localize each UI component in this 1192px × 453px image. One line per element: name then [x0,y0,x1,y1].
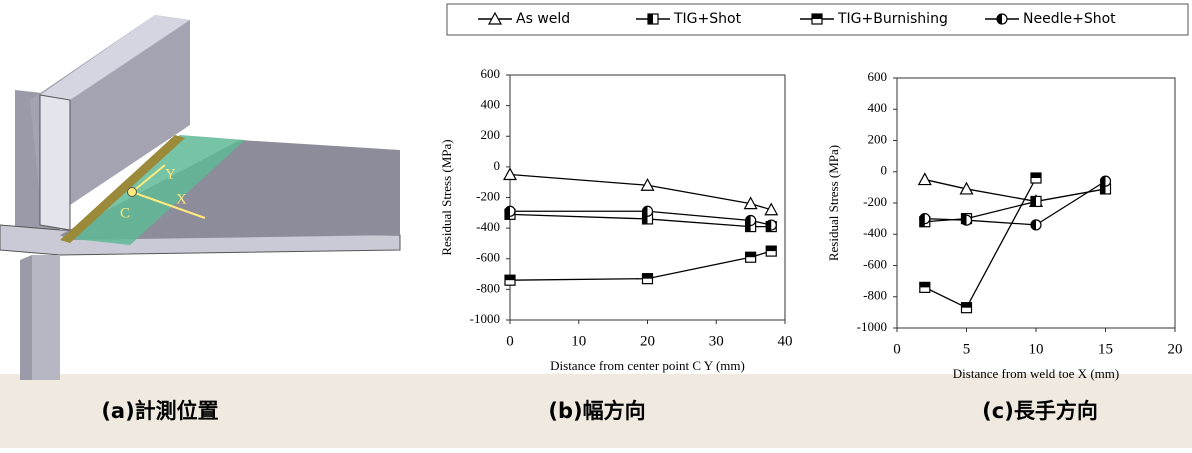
axis-y-label: Y [165,166,176,182]
y-tick-label: -200 [863,194,887,209]
marker [505,206,515,216]
x-tick-label: 0 [506,333,514,349]
y-tick-label: -800 [863,288,887,303]
y-axis-title: Residual Stress (MPa) [826,145,841,261]
y-tick-label: 200 [481,127,501,142]
y-tick-label: 400 [481,97,501,112]
y-tick-label: -400 [863,225,887,240]
marker [643,206,653,216]
marker [1101,176,1111,186]
x-tick-label: 30 [709,333,724,349]
marker-fill [648,14,653,24]
marker [643,274,653,284]
marker [920,214,930,224]
marker [962,303,972,313]
y-tick-label: -800 [476,280,500,295]
y-tick-label: 0 [494,158,501,173]
marker [765,204,777,215]
marker-fill [746,252,756,257]
marker [962,215,972,225]
x-tick-label: 10 [1029,341,1044,357]
marker [997,14,1007,24]
x-tick-label: 10 [571,333,586,349]
x-tick-label: 15 [1098,341,1113,357]
y-tick-label: 400 [868,100,888,115]
caption: (a)計測位置 [101,399,218,423]
y-tick-label: -600 [863,256,887,271]
marker [746,252,756,262]
caption: (c)長手方向 [982,399,1098,423]
marker [746,215,756,225]
marker-fill [920,282,930,287]
marker [504,169,516,180]
caption: (b)幅方向 [548,399,645,423]
marker-fill [766,246,776,251]
marker [1031,196,1041,206]
series-line [510,175,771,210]
y-tick-label: 0 [881,163,888,178]
marker-fill [643,274,653,279]
y-tick-label: -600 [476,250,500,265]
marker-fill [1031,196,1036,206]
series-line [925,180,1036,202]
y-tick-label: 600 [868,69,888,84]
marker-fill [812,14,822,19]
x-axis-title: Distance from weld toe X (mm) [953,366,1119,381]
figure: Y X C (a)計測位置 (b)幅方向 (c)長手方向 As weld TIG+… [0,0,1192,448]
marker [1031,220,1041,230]
marker-shape [919,174,931,185]
x-tick-label: 0 [893,341,901,357]
series-line [925,181,1106,225]
x-tick-label: 20 [640,333,655,349]
marker [1031,173,1041,183]
x-tick-label: 5 [963,341,971,357]
x-tick-label: 20 [1168,341,1183,357]
legend-label: Needle+Shot [1023,11,1116,27]
point-label: C [120,205,130,221]
marker-fill [962,303,972,308]
marker [766,246,776,256]
marker [648,14,658,24]
y-tick-label: -1000 [857,319,887,334]
y-tick-label: -200 [476,188,500,203]
marker [920,282,930,292]
marker-fill [1031,173,1041,178]
y-tick-label: 200 [868,131,888,146]
y-tick-label: 600 [481,66,501,81]
illustration: Y X C [0,15,400,380]
y-axis-title: Residual Stress (MPa) [439,139,454,255]
x-tick-label: 40 [778,333,793,349]
legend-label: TIG+Burnishing [837,11,948,27]
marker-shape [765,204,777,215]
marker [766,220,776,230]
axis-x-label: X [176,191,187,207]
marker-shape [504,169,516,180]
marker [505,275,515,285]
y-tick-label: -1000 [470,311,500,326]
legend-label: TIG+Shot [673,11,742,27]
series-line [510,251,771,280]
legend-label: As weld [516,11,570,27]
marker-fill [505,275,515,280]
marker [919,174,931,185]
series-line [925,178,1036,308]
marker [812,14,822,24]
y-tick-label: -400 [476,219,500,234]
series-line [510,214,771,226]
x-axis-title: Distance from center point C Y (mm) [550,358,745,373]
